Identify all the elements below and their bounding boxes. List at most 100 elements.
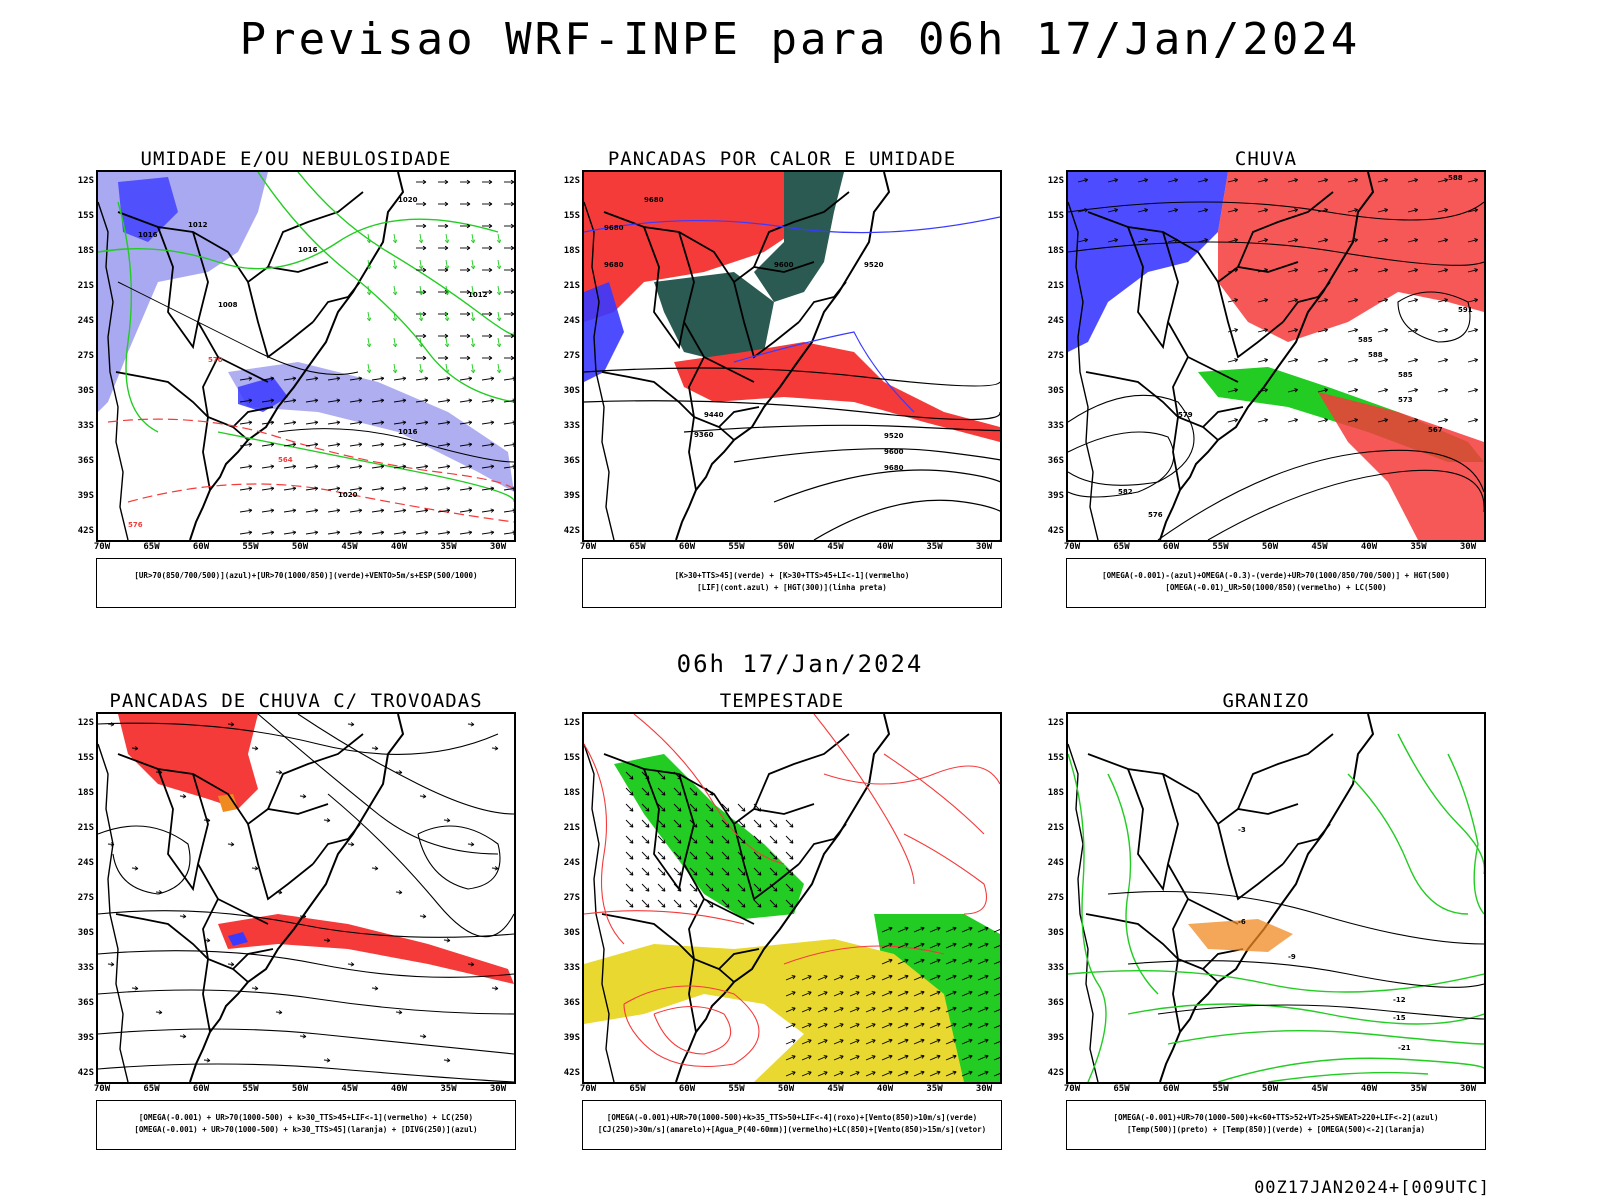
streamline-arrow <box>299 1034 307 1039</box>
latitude-tick-label: 24S <box>563 858 580 868</box>
wind-vector-green <box>418 337 424 348</box>
divergence-blue <box>228 932 248 946</box>
contour-label: -6 <box>1238 918 1246 926</box>
wind-vector <box>393 376 407 381</box>
wind-vector-850 <box>849 1007 860 1013</box>
hgt300-contour <box>813 499 1000 540</box>
wind-vector <box>349 376 363 381</box>
wind-vector-850 <box>945 942 957 949</box>
wind-vector <box>459 442 473 447</box>
wind-vector <box>1227 268 1239 273</box>
wind-vector-green <box>392 311 398 322</box>
wind-vector-850 <box>833 1023 844 1029</box>
wind-vector-850 <box>817 1023 828 1029</box>
wind-vector-850 <box>641 883 650 892</box>
andes-border <box>584 201 615 540</box>
latitude-axis: 12S 15S 18S 21S 24S 27S 30S 33S 36S 39S 42S <box>556 170 582 542</box>
wind-vector <box>1377 388 1389 393</box>
wind-vector <box>1377 268 1389 273</box>
wind-vector <box>415 464 429 469</box>
wind-vector-850 <box>785 867 794 876</box>
wind-vector-850 <box>961 990 973 997</box>
wind-vector-850 <box>865 1039 876 1045</box>
wind-vector <box>327 486 341 491</box>
wind-vector-850 <box>641 899 650 908</box>
wind-vector <box>482 245 493 251</box>
wind-vector-850 <box>625 883 634 892</box>
wind-vector-green <box>444 259 450 270</box>
wind-vector <box>438 355 449 361</box>
longitude-tick-label: 35W <box>440 1084 457 1094</box>
wind-vector-850 <box>993 944 1000 949</box>
wind-vector <box>1437 178 1449 183</box>
streamline-arrow <box>227 962 235 967</box>
wind-vector-green <box>470 259 476 270</box>
latitude-tick-label: 36S <box>563 456 580 466</box>
latitude-tick-label: 24S <box>563 316 580 326</box>
panel-caption: [OMEGA(-0.001) + UR>70(1000-500) + k>30_… <box>96 1100 516 1150</box>
state-border <box>603 753 815 826</box>
wind-vector <box>416 311 427 317</box>
streamline-arrow <box>155 890 163 895</box>
longitude-tick-label: 40W <box>390 1084 408 1094</box>
state-border <box>192 231 269 383</box>
wind-vector <box>1227 328 1239 333</box>
contour-label: -21 <box>1398 1044 1411 1052</box>
wind-vector <box>1227 178 1239 183</box>
wind-vector-850 <box>801 1023 812 1029</box>
wind-vector <box>305 530 319 535</box>
longitude-tick-label: 35W <box>926 542 943 552</box>
wind-vector-850 <box>641 803 650 812</box>
hgt500-contour <box>1068 241 1484 266</box>
caption-line: [CJ(250)>30m/s](amarelo)+[Agua_P(40-60mm… <box>597 1125 987 1134</box>
wind-vector-green <box>496 233 502 244</box>
contour-label: 9680 <box>604 261 624 269</box>
state-border <box>718 948 760 970</box>
state-border <box>1085 371 1179 418</box>
omega500-orange <box>1188 919 1293 952</box>
temp850-contour <box>1107 773 1159 995</box>
wind-vector-850 <box>961 926 973 933</box>
longitude-tick-label: 60W <box>192 1084 210 1094</box>
longitude-tick-label: 45W <box>341 542 358 552</box>
wind-vector <box>283 398 297 403</box>
streamline-arrow <box>299 914 307 919</box>
andes-border <box>1068 201 1099 540</box>
wind-vector <box>438 179 449 185</box>
state-border <box>202 416 211 491</box>
wind-vector-850 <box>881 1038 893 1045</box>
streamline-arrow <box>179 1034 187 1039</box>
state-border <box>202 958 211 1033</box>
wind-vector-850 <box>625 803 634 812</box>
wind-vector-850 <box>897 926 909 933</box>
wind-vector <box>1407 418 1419 423</box>
wind-vector <box>1077 178 1089 183</box>
wind-vector-850 <box>897 942 909 949</box>
wind-vector-850 <box>705 851 714 860</box>
map-frame: 588 591 585 579 573 567 582 576 585 588 <box>1066 170 1486 542</box>
coastline <box>675 714 891 1082</box>
caption-line: [Temp(500)](preto) + [Temp(850)](verde) … <box>1126 1125 1425 1134</box>
state-border <box>753 191 850 268</box>
contour-label: 585 <box>1358 336 1373 344</box>
wind-vector-850 <box>657 819 666 828</box>
wind-vector-850 <box>945 1054 957 1061</box>
contour-label: 1020 <box>398 196 418 204</box>
wind-vector-green <box>444 363 450 374</box>
wind-vector-green <box>470 337 476 348</box>
contour-label: 9440 <box>704 411 724 419</box>
wind-vector-850 <box>657 771 666 780</box>
wind-vector <box>460 245 471 251</box>
state-border <box>601 913 695 960</box>
wind-vector-green <box>366 259 372 270</box>
wind-vector-850 <box>817 1007 828 1013</box>
wind-vector-850 <box>785 851 794 860</box>
wind-vector <box>393 530 407 535</box>
wind-vector <box>1317 388 1329 393</box>
wind-vector-850 <box>977 1070 989 1077</box>
wind-vector <box>305 508 319 513</box>
state-border <box>643 226 685 350</box>
wind-vector <box>482 179 493 185</box>
latitude-tick-label: 15S <box>563 211 580 221</box>
wind-vector <box>239 398 253 403</box>
